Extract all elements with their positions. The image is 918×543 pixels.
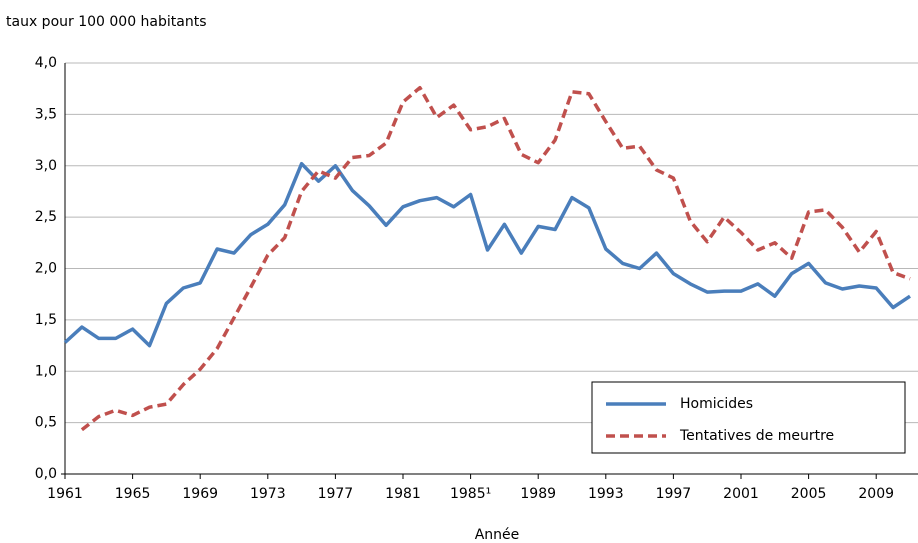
legend-label: Homicides [680,396,753,412]
x-tick-label: 2001 [723,486,759,502]
x-tick-label: 1997 [656,486,692,502]
y-tick-label: 4,0 [35,55,57,71]
legend-box [591,381,906,454]
y-tick-label: 3,0 [35,158,57,174]
x-tick-label: 1993 [588,486,624,502]
x-axis-label: Année [475,527,520,543]
x-tick-label: 2005 [791,486,827,502]
y-tick-label: 0,0 [35,466,57,482]
x-tick-label: 1981 [385,486,421,502]
x-tick-label: 1969 [182,486,218,502]
y-tick-label: 2,5 [35,209,57,225]
legend-label: Tentatives de meurtre [679,428,834,444]
x-tick-label: 1977 [318,486,354,502]
y-tick-label: 3,5 [35,106,57,122]
x-tick-label: 1965 [115,486,151,502]
y-tick-label: 1,5 [35,312,57,328]
series-line [80,85,911,432]
x-tick-label: 1985¹ [450,486,491,502]
x-tick-label: 1961 [47,486,83,502]
y-tick-label: 0,5 [35,415,57,431]
series-line [63,161,911,348]
x-tick-label: 1989 [520,486,556,502]
y-tick-label: 1,0 [35,363,57,379]
x-tick-label: 1973 [250,486,286,502]
y-axis-label: taux pour 100 000 habitants [6,14,207,30]
y-tick-label: 2,0 [35,261,57,277]
x-tick-label: 2009 [858,486,894,502]
